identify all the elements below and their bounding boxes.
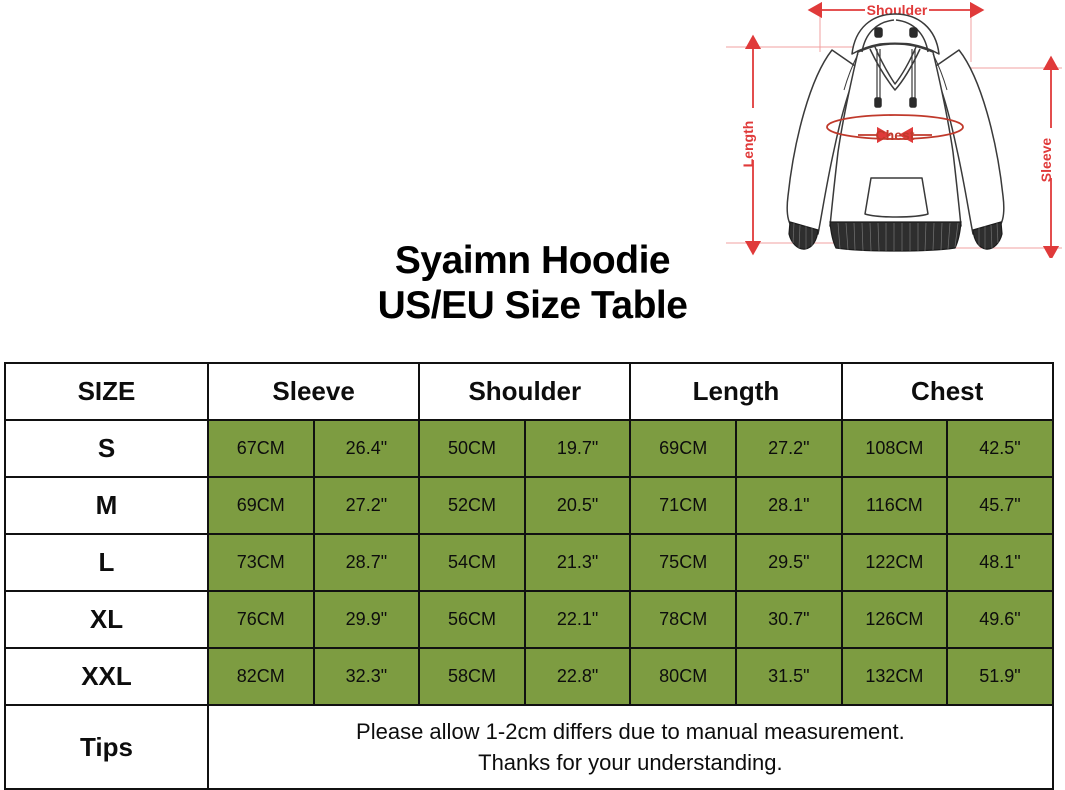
shoulder-cm: 58CM	[418, 647, 526, 706]
shoulder-cm: 54CM	[418, 533, 526, 592]
header-length: Length	[629, 362, 843, 421]
shoulder-cm: 52CM	[418, 476, 526, 535]
sleeve-cm: 76CM	[207, 590, 315, 649]
sleeve-in: 28.7"	[312, 533, 421, 592]
sleeve-label: Sleeve	[1038, 138, 1054, 183]
length-measure-arrow: Length	[740, 34, 762, 256]
title-line-2: US/EU Size Table	[377, 284, 688, 327]
sleeve-measure-arrow: Sleeve	[1038, 55, 1060, 258]
header-sleeve: Sleeve	[206, 362, 421, 421]
shoulder-in: 22.1"	[523, 590, 632, 649]
chest-in: 42.5"	[946, 419, 1054, 478]
length-in: 28.1"	[734, 476, 843, 535]
table-row: S 67CM 26.4" 50CM 19.7" 69CM 27.2" 108CM…	[4, 419, 1054, 478]
tips-label: Tips	[4, 704, 209, 790]
sleeve-in: 26.4"	[312, 419, 421, 478]
sleeve-cm: 67CM	[207, 419, 315, 478]
sleeve-in: 32.3"	[312, 647, 421, 706]
sleeve-cm: 73CM	[207, 533, 315, 592]
table-row: XL 76CM 29.9" 56CM 22.1" 78CM 30.7" 126C…	[4, 590, 1054, 649]
hoodie-measurement-diagram: Shoulder Length Sleeve	[722, 0, 1065, 258]
page-title: Syaimn Hoodie US/EU Size Table	[0, 238, 1065, 328]
tips-line-1: Please allow 1-2cm differs due to manual…	[356, 719, 905, 744]
shoulder-in: 21.3"	[523, 533, 632, 592]
chest-measure-arrow: Chest	[826, 114, 964, 144]
sleeve-in: 29.9"	[312, 590, 421, 649]
chest-in: 45.7"	[946, 476, 1054, 535]
shoulder-in: 22.8"	[523, 647, 632, 706]
hoodie-illustration	[786, 13, 1005, 235]
tips-text: Please allow 1-2cm differs due to manual…	[207, 704, 1054, 790]
length-in: 29.5"	[734, 533, 843, 592]
chest-in: 48.1"	[946, 533, 1054, 592]
chest-label: Chest	[876, 127, 915, 143]
header-size: SIZE	[4, 362, 209, 421]
chest-in: 51.9"	[946, 647, 1054, 706]
chest-cm: 126CM	[840, 590, 949, 649]
chest-cm: 116CM	[840, 476, 949, 535]
length-in: 30.7"	[734, 590, 843, 649]
table-row: M 69CM 27.2" 52CM 20.5" 71CM 28.1" 116CM…	[4, 476, 1054, 535]
shoulder-cm: 56CM	[418, 590, 526, 649]
chest-cm: 108CM	[840, 419, 949, 478]
size-label: S	[4, 419, 209, 478]
title-line-1: Syaimn Hoodie	[394, 239, 671, 282]
length-cm: 75CM	[629, 533, 737, 592]
chest-in: 49.6"	[946, 590, 1054, 649]
length-cm: 69CM	[629, 419, 737, 478]
length-label: Length	[740, 121, 756, 168]
sleeve-in: 27.2"	[312, 476, 421, 535]
length-cm: 78CM	[629, 590, 737, 649]
header-chest: Chest	[840, 362, 1054, 421]
shoulder-in: 19.7"	[523, 419, 632, 478]
chest-cm: 122CM	[840, 533, 949, 592]
sleeve-cm: 82CM	[207, 647, 315, 706]
header-shoulder: Shoulder	[418, 362, 632, 421]
table-row: XXL 82CM 32.3" 58CM 22.8" 80CM 31.5" 132…	[4, 647, 1054, 706]
sleeve-cm: 69CM	[207, 476, 315, 535]
tips-row: Tips Please allow 1-2cm differs due to m…	[4, 704, 1054, 790]
tips-line-2: Thanks for your understanding.	[478, 750, 783, 775]
shoulder-cm: 50CM	[418, 419, 526, 478]
hoodie-hem-rib	[829, 221, 962, 252]
table-header-row: SIZE Sleeve Shoulder Length Chest	[4, 362, 1054, 421]
size-label: L	[4, 533, 209, 592]
size-chart-table: SIZE Sleeve Shoulder Length Chest S 67CM…	[4, 362, 1054, 790]
shoulder-measure-arrow: Shoulder	[807, 1, 985, 19]
size-label: XL	[4, 590, 209, 649]
chest-cm: 132CM	[840, 647, 949, 706]
table-row: L 73CM 28.7" 54CM 21.3" 75CM 29.5" 122CM…	[4, 533, 1054, 592]
length-cm: 80CM	[629, 647, 737, 706]
size-label: XXL	[4, 647, 209, 706]
shoulder-in: 20.5"	[523, 476, 632, 535]
length-in: 27.2"	[734, 419, 843, 478]
size-label: M	[4, 476, 209, 535]
shoulder-label: Shoulder	[867, 2, 928, 18]
length-in: 31.5"	[734, 647, 843, 706]
hoodie-cuff-rib	[788, 221, 1003, 250]
length-cm: 71CM	[629, 476, 737, 535]
